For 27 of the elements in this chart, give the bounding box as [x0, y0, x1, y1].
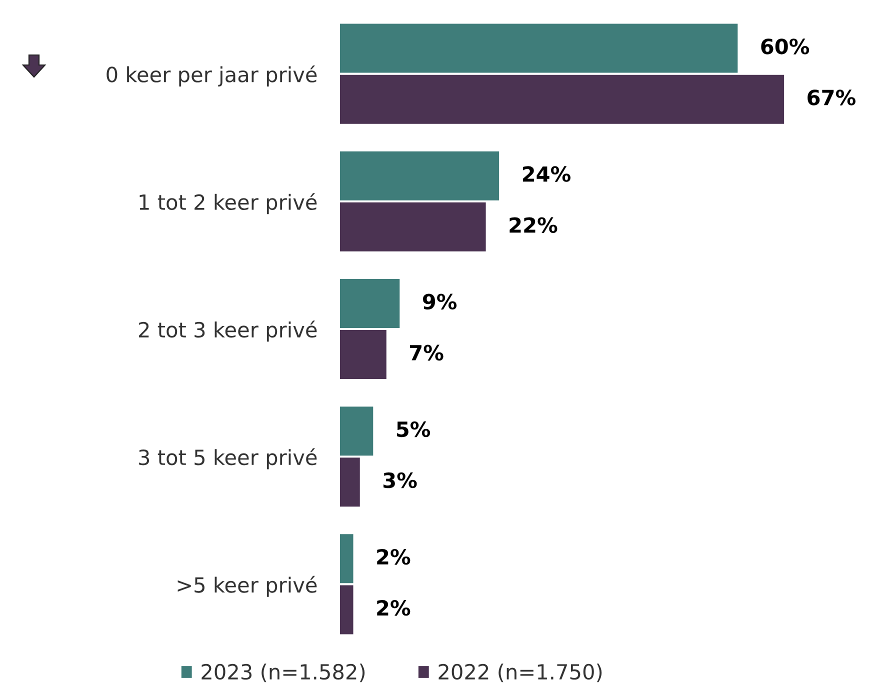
bar	[340, 585, 354, 634]
data-label: 2%	[377, 548, 410, 565]
y-tick-label: 3 tot 5 keer privé	[139, 448, 317, 470]
legend-label: 2023 (n=1.582)	[202, 664, 365, 682]
data-label: 60%	[761, 38, 810, 54]
bar	[340, 278, 400, 328]
data-label: 5%	[396, 421, 430, 438]
bar	[340, 202, 486, 252]
bar	[340, 458, 360, 507]
bar	[340, 534, 354, 584]
data-label: 24%	[522, 166, 570, 182]
y-tick-label: >5 keer privé	[178, 576, 317, 597]
data-label: 9%	[422, 294, 457, 310]
bar	[340, 406, 374, 456]
data-label: 7%	[410, 344, 444, 361]
bar	[340, 24, 738, 73]
bar	[340, 74, 784, 124]
data-label: 3%	[384, 472, 417, 488]
data-label: 2%	[377, 600, 410, 616]
y-tick-label: 2 tot 3 keer privé	[138, 320, 317, 342]
data-label: 22%	[510, 217, 558, 233]
y-tick-label: 0 keer per jaar privé	[106, 65, 317, 86]
y-tick-label: 1 tot 2 keer privé	[140, 193, 317, 214]
legend-label: 2022 (n=1.750)	[438, 664, 602, 682]
bar	[340, 330, 386, 380]
bar	[340, 151, 500, 200]
data-label: 67%	[808, 90, 856, 106]
